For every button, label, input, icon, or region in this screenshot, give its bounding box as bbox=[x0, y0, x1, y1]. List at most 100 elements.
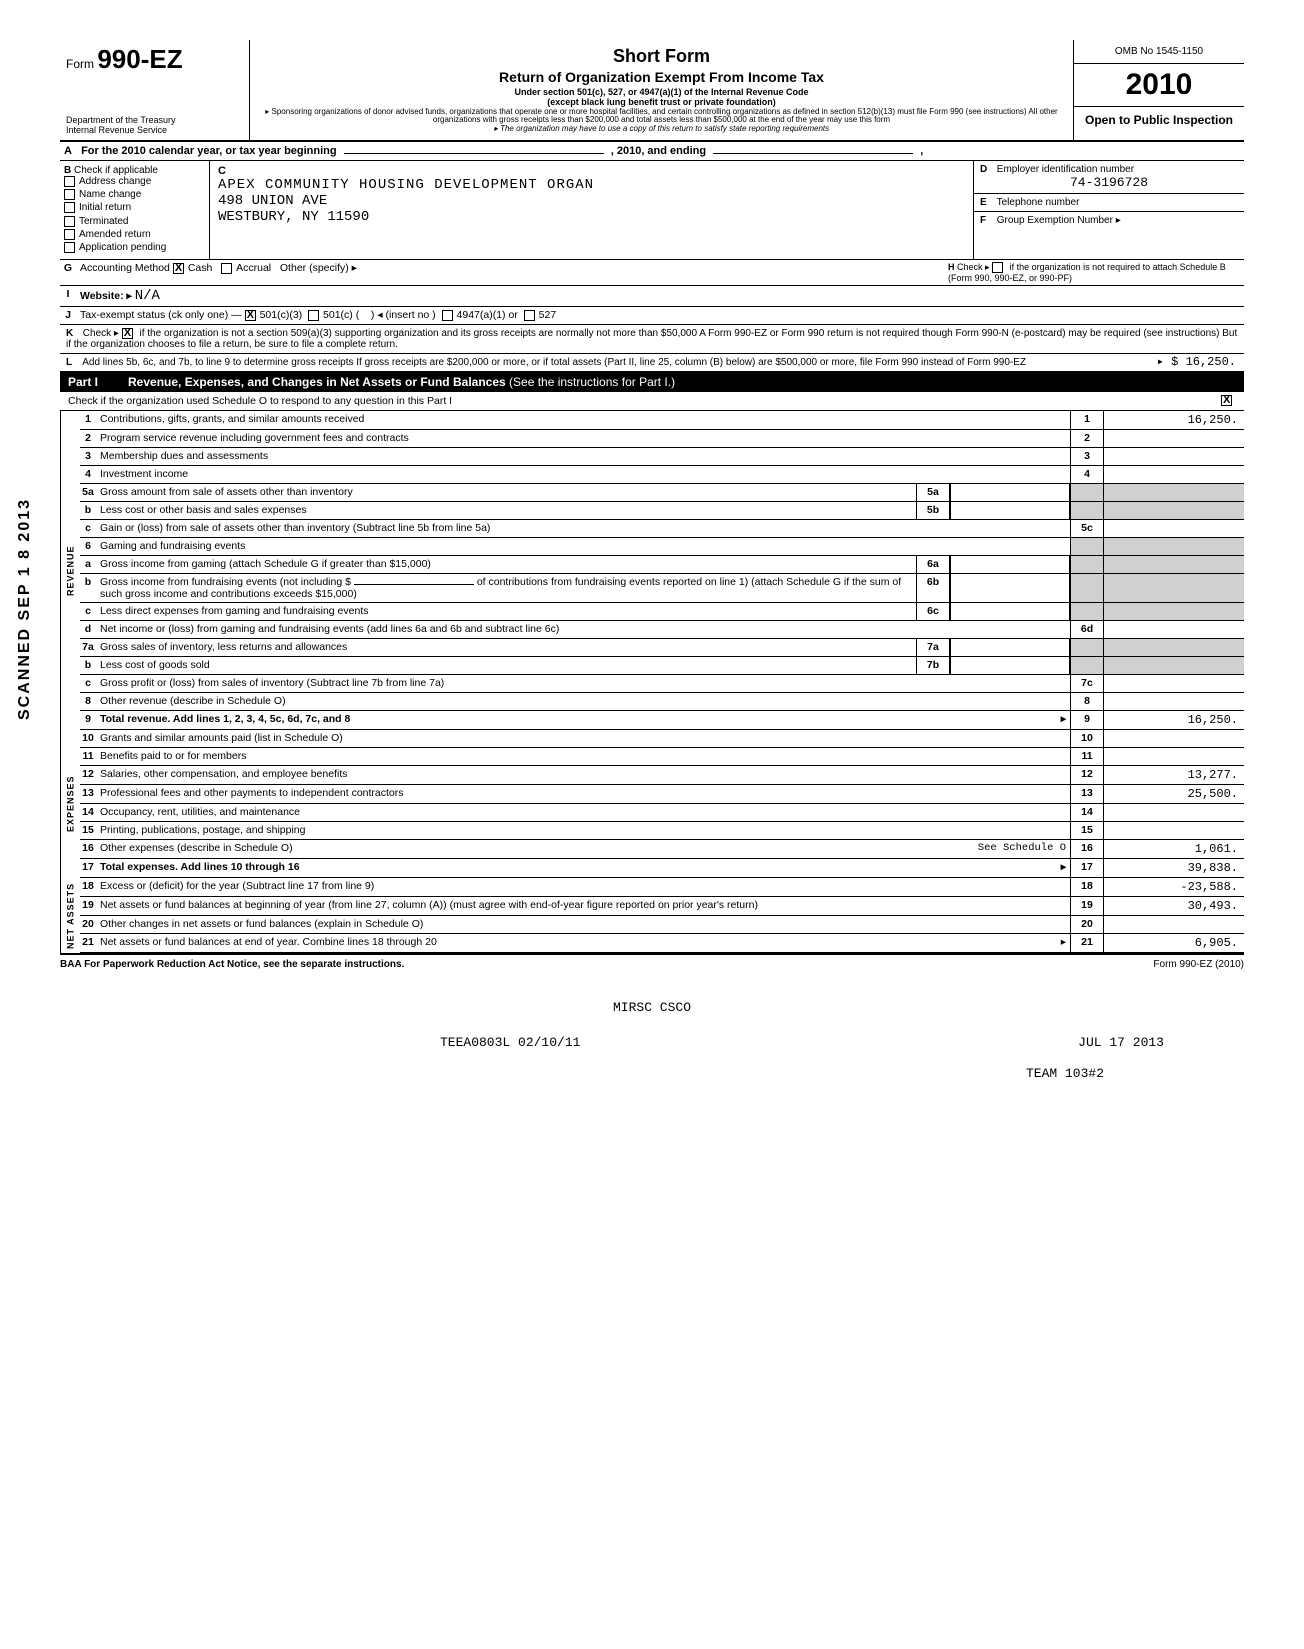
org-street: 498 UNION AVE bbox=[218, 193, 965, 209]
line-5a-amt-grey bbox=[1104, 484, 1244, 501]
d-label: D bbox=[980, 164, 994, 175]
header-note2: ▸ The organization may have to use a cop… bbox=[262, 125, 1061, 134]
h-text: Check ▸ bbox=[957, 262, 990, 272]
line-7a-box: 7a bbox=[916, 639, 950, 656]
chk-4947[interactable] bbox=[442, 310, 453, 321]
line-18-desc: Excess or (deficit) for the year (Subtra… bbox=[96, 878, 1070, 896]
line-a-blank1[interactable] bbox=[344, 153, 604, 154]
chk-527[interactable] bbox=[524, 310, 535, 321]
dept-line2: Internal Revenue Service bbox=[66, 126, 243, 136]
line-7b-lead: b bbox=[80, 657, 96, 674]
section-e: E Telephone number bbox=[974, 194, 1244, 212]
b-heading: Check if applicable bbox=[74, 165, 158, 176]
line-6b-box: 6b bbox=[916, 574, 950, 602]
line-15: 15Printing, publications, postage, and s… bbox=[80, 822, 1244, 840]
chk-501c3[interactable] bbox=[245, 310, 256, 321]
k-text: Check ▸ bbox=[83, 328, 119, 339]
chk-address-change[interactable] bbox=[64, 176, 75, 187]
chk-initial-return[interactable] bbox=[64, 202, 75, 213]
e-label: E bbox=[980, 197, 994, 208]
chk-not-509a3[interactable] bbox=[122, 328, 133, 339]
line-8-amt bbox=[1104, 693, 1244, 710]
line-10: 10Grants and similar amounts paid (list … bbox=[80, 730, 1244, 748]
line-21-desc-wrap: Net assets or fund balances at end of ye… bbox=[96, 934, 1070, 952]
line-5c-desc: Gain or (loss) from sale of assets other… bbox=[96, 520, 1070, 537]
line-17: 17 Total expenses. Add lines 10 through … bbox=[80, 859, 1244, 878]
line-11: 11Benefits paid to or for members11 bbox=[80, 748, 1244, 766]
k-label: K bbox=[66, 328, 80, 339]
line-5b-grey bbox=[1070, 502, 1104, 519]
line-16-amt: 1,061. bbox=[1104, 840, 1244, 858]
lbl-app-pending: Application pending bbox=[79, 242, 166, 253]
line-14: 14Occupancy, rent, utilities, and mainte… bbox=[80, 804, 1244, 822]
chk-accrual[interactable] bbox=[221, 263, 232, 274]
chk-terminated[interactable] bbox=[64, 216, 75, 227]
form-number-big: 990-EZ bbox=[97, 44, 182, 74]
part1-sub-text: Check if the organization used Schedule … bbox=[68, 395, 452, 407]
line-11-desc: Benefits paid to or for members bbox=[96, 748, 1070, 765]
footer-baa: BAA For Paperwork Reduction Act Notice, … bbox=[60, 959, 404, 970]
line-gh: G Accounting Method Cash Accrual Other (… bbox=[60, 260, 1244, 286]
line-5b-desc: Less cost or other basis and sales expen… bbox=[96, 502, 916, 519]
line-7b-midamt bbox=[950, 657, 1070, 674]
line-6b-blank[interactable] bbox=[354, 584, 474, 585]
line-11-amt bbox=[1104, 748, 1244, 765]
line-20-desc: Other changes in net assets or fund bala… bbox=[96, 916, 1070, 933]
chk-501c[interactable] bbox=[308, 310, 319, 321]
section-bcdef: B Check if applicable Address change Nam… bbox=[60, 161, 1244, 260]
chk-amended[interactable] bbox=[64, 229, 75, 240]
gross-receipts-value: 16,250. bbox=[1186, 355, 1236, 369]
line-4-desc: Investment income bbox=[96, 466, 1070, 483]
part1-header: Part I Revenue, Expenses, and Changes in… bbox=[60, 372, 1244, 392]
line-7a-midamt bbox=[950, 639, 1070, 656]
chk-cash[interactable] bbox=[173, 263, 184, 274]
line-6b: b Gross income from fundraising events (… bbox=[80, 574, 1244, 603]
f-label: F bbox=[980, 215, 994, 226]
line-7c-amt bbox=[1104, 675, 1244, 692]
j-label: J bbox=[60, 307, 76, 324]
line-7b-box: 7b bbox=[916, 657, 950, 674]
form-number: Form 990-EZ bbox=[66, 44, 243, 75]
chk-no-schedule-b[interactable] bbox=[992, 262, 1003, 273]
line-5b-lead: b bbox=[80, 502, 96, 519]
line-a-label: A bbox=[64, 145, 78, 157]
omb-number: OMB No 1545-1150 bbox=[1074, 40, 1244, 64]
header-title-block: Short Form Return of Organization Exempt… bbox=[250, 40, 1074, 140]
section-d: D Employer identification number 74-3196… bbox=[974, 161, 1244, 194]
line-a-blank2[interactable] bbox=[713, 153, 913, 154]
short-form-title: Short Form bbox=[262, 46, 1061, 67]
footer-formref: Form 990-EZ (2010) bbox=[1153, 959, 1244, 970]
line-5b-amt-grey bbox=[1104, 502, 1244, 519]
line-21-desc: Net assets or fund balances at end of ye… bbox=[100, 936, 437, 948]
expenses-body: 10Grants and similar amounts paid (list … bbox=[80, 730, 1244, 878]
line-6-grey bbox=[1070, 538, 1104, 555]
chk-name-change[interactable] bbox=[64, 189, 75, 200]
lbl-initial-return: Initial return bbox=[79, 203, 131, 214]
line-7b-desc: Less cost of goods sold bbox=[96, 657, 916, 674]
b-label: B bbox=[64, 165, 71, 176]
chk-schedule-o-part1[interactable] bbox=[1221, 395, 1232, 406]
line-6c-desc: Less direct expenses from gaming and fun… bbox=[96, 603, 916, 620]
line-j: J Tax-exempt status (ck only one) — 501(… bbox=[60, 307, 1244, 325]
line-6b-midamt bbox=[950, 574, 1070, 602]
g-desc: Accounting Method Cash Accrual Other (sp… bbox=[76, 260, 944, 285]
line-6b-desc-1: Gross income from fundraising events (no… bbox=[100, 576, 351, 588]
line-20-amt bbox=[1104, 916, 1244, 933]
lbl-4947: 4947(a)(1) or bbox=[457, 309, 518, 321]
treasury-dept: Department of the Treasury Internal Reve… bbox=[66, 116, 243, 136]
form-prefix: Form bbox=[66, 57, 94, 71]
line-6: 6Gaming and fundraising events bbox=[80, 538, 1244, 556]
line-6-amt-grey bbox=[1104, 538, 1244, 555]
part1-num: Part I bbox=[68, 375, 128, 389]
part1-paren: (See the instructions for Part I.) bbox=[509, 375, 675, 389]
chk-app-pending[interactable] bbox=[64, 242, 75, 253]
line-6a-box: 6a bbox=[916, 556, 950, 573]
tax-year: 2010 bbox=[1074, 64, 1244, 107]
l-amount-wrap: ▸ $ 16,250. bbox=[1157, 354, 1236, 369]
lbl-accrual: Accrual bbox=[236, 262, 271, 274]
line-19: 19Net assets or fund balances at beginni… bbox=[80, 897, 1244, 916]
line-14-amt bbox=[1104, 804, 1244, 821]
line-19-amt: 30,493. bbox=[1104, 897, 1244, 915]
form-990ez: Form 990-EZ Department of the Treasury I… bbox=[60, 40, 1244, 1081]
h-note: if the organization is not required to a… bbox=[948, 262, 1226, 283]
